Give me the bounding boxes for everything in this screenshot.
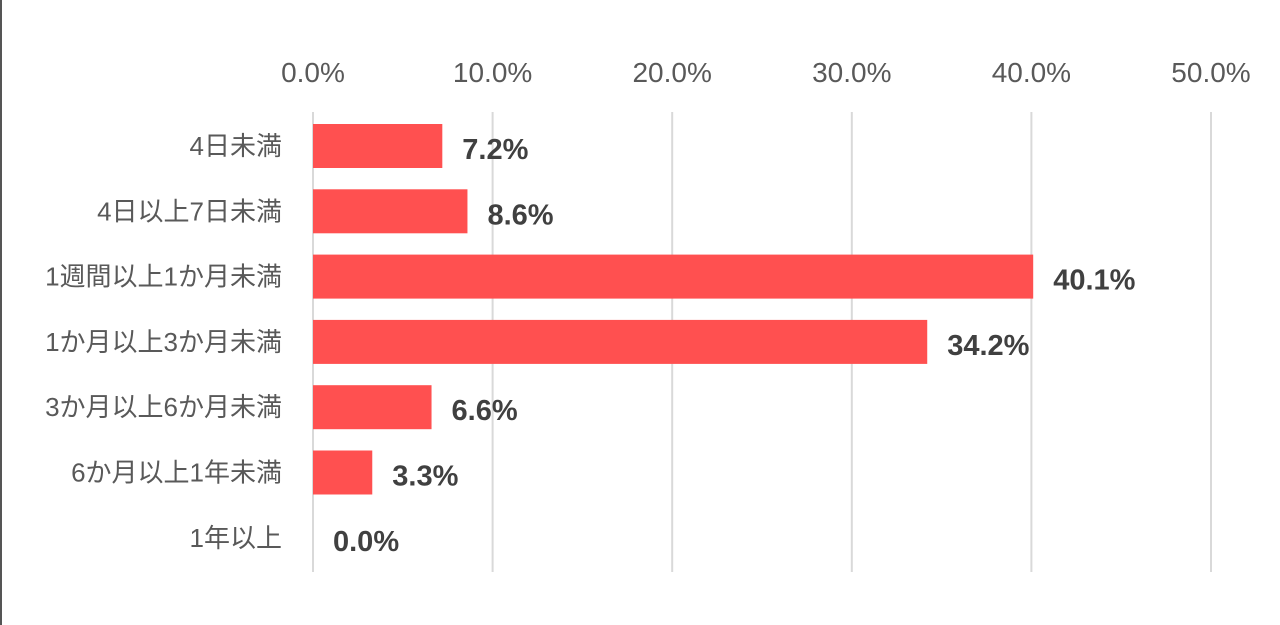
x-tick-label: 0.0% [281,57,345,88]
bar [313,450,373,495]
category-label: 3か月以上6か月未満 [45,392,282,422]
category-label: 4日以上7日未満 [97,196,282,226]
x-tick-label: 50.0% [1171,57,1250,88]
value-label: 3.3% [392,461,458,493]
bar [313,189,468,234]
bars [313,124,1034,495]
x-tick-label: 30.0% [812,57,891,88]
value-labels: 7.2% 8.6% 40.1% 34.2% 6.6% 3.3% 0.0% [333,134,1136,558]
category-label: 1週間以上1か月未満 [45,262,282,292]
bar [313,385,432,430]
category-labels: 4日未満 4日以上7日未満 1週間以上1か月未満 1か月以上3か月未満 3か月以上6か月… [45,131,282,553]
bar [313,254,1034,299]
value-label: 8.6% [487,199,553,231]
value-label: 40.1% [1053,265,1135,297]
value-label: 6.6% [452,395,518,427]
category-label: 1か月以上3か月未満 [45,327,282,357]
value-label: 34.2% [947,330,1029,362]
x-tick-label: 20.0% [632,57,711,88]
category-label: 4日未満 [190,131,282,161]
bar [313,319,928,364]
value-label: 0.0% [333,526,399,558]
bar [313,124,443,168]
x-axis-ticks: 0.0% 10.0% 20.0% 30.0% 40.0% 50.0% [281,57,1251,88]
category-label: 6か月以上1年未満 [71,458,282,488]
value-label: 7.2% [462,134,528,166]
x-tick-label: 10.0% [453,57,532,88]
x-tick-label: 40.0% [992,57,1071,88]
category-label: 1年以上 [190,523,282,553]
